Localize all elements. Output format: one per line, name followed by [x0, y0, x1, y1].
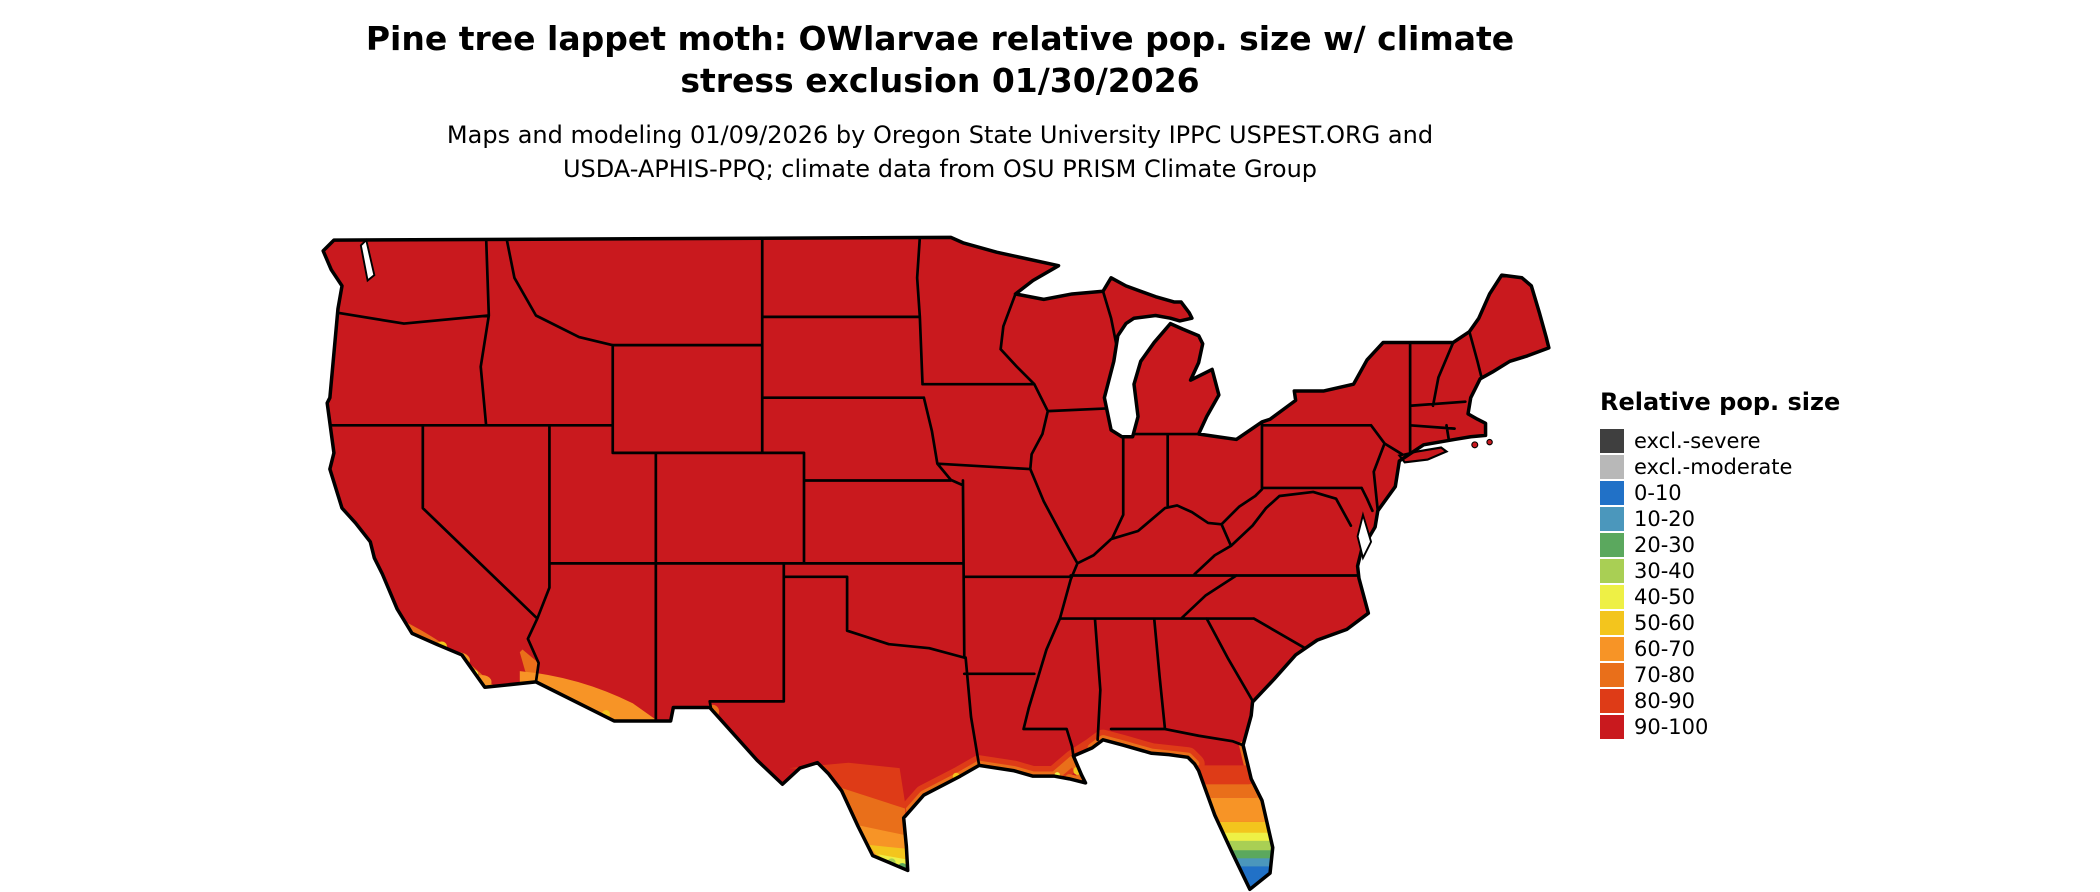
map-subtitle-line2: USDA-APHIS-PPQ; climate data from OSU PR… [562, 155, 1318, 183]
map-subtitle: Maps and modeling 01/09/2026 by Oregon S… [0, 118, 1880, 186]
legend-swatch-40-50 [1600, 585, 1624, 609]
us-outline [321, 235, 1551, 892]
legend-item: 90-100 [1600, 714, 1840, 740]
puget-sound-inlet [359, 238, 376, 283]
map-title-line1: Pine tree lappet moth: OWlarvae relative… [365, 19, 1515, 58]
legend-swatch-70-80 [1600, 663, 1624, 687]
legend-label: 20-30 [1634, 533, 1696, 557]
legend-swatch-10-20 [1600, 507, 1624, 531]
new-england-island-dots [1471, 438, 1493, 449]
legend-swatch-50-60 [1600, 611, 1624, 635]
legend-swatch-90-100 [1600, 715, 1624, 739]
region-south-texas [789, 762, 910, 876]
map-title-line2: stress exclusion 01/30/2026 [680, 61, 1200, 100]
state-boundaries [328, 237, 1483, 767]
legend-item: 0-10 [1600, 480, 1840, 506]
legend-swatch-excl-severe [1600, 429, 1624, 453]
legend: Relative pop. size excl.-severe excl.-mo… [1600, 388, 1840, 740]
legend-swatch-30-40 [1600, 559, 1624, 583]
chesapeake-bay-inlet [1356, 511, 1373, 561]
legend-label: 90-100 [1634, 715, 1709, 739]
legend-item: 60-70 [1600, 636, 1840, 662]
legend-item: excl.-severe [1600, 428, 1840, 454]
legend-label: excl.-moderate [1634, 455, 1793, 479]
legend-swatch-excl-moderate [1600, 455, 1624, 479]
legend-label: 60-70 [1634, 637, 1696, 661]
legend-swatch-80-90 [1600, 689, 1624, 713]
legend-label: 50-60 [1634, 611, 1696, 635]
legend-label: excl.-severe [1634, 429, 1761, 453]
legend-item: 70-80 [1600, 662, 1840, 688]
us-map-svg [321, 235, 1551, 892]
legend-item: 80-90 [1600, 688, 1840, 714]
legend-label: 0-10 [1634, 481, 1682, 505]
legend-item: 40-50 [1600, 584, 1840, 610]
map-subtitle-line1: Maps and modeling 01/09/2026 by Oregon S… [446, 121, 1434, 149]
legend-label: 30-40 [1634, 559, 1696, 583]
legend-swatch-60-70 [1600, 637, 1624, 661]
legend-item: 30-40 [1600, 558, 1840, 584]
legend-item: 10-20 [1600, 506, 1840, 532]
legend-label: 80-90 [1634, 689, 1696, 713]
legend-title: Relative pop. size [1600, 388, 1841, 416]
legend-item: excl.-moderate [1600, 454, 1840, 480]
legend-item: 20-30 [1600, 532, 1840, 558]
legend-swatch-20-30 [1600, 533, 1624, 557]
legend-label: 70-80 [1634, 663, 1696, 687]
region-florida-gradient [1169, 765, 1293, 890]
long-island [1397, 446, 1449, 464]
legend-item: 50-60 [1600, 610, 1840, 636]
us-choropleth-map [318, 232, 1554, 892]
header: Pine tree lappet moth: OWlarvae relative… [0, 18, 1880, 186]
legend-label: 40-50 [1634, 585, 1696, 609]
legend-swatch-0-10 [1600, 481, 1624, 505]
legend-label: 10-20 [1634, 507, 1696, 531]
